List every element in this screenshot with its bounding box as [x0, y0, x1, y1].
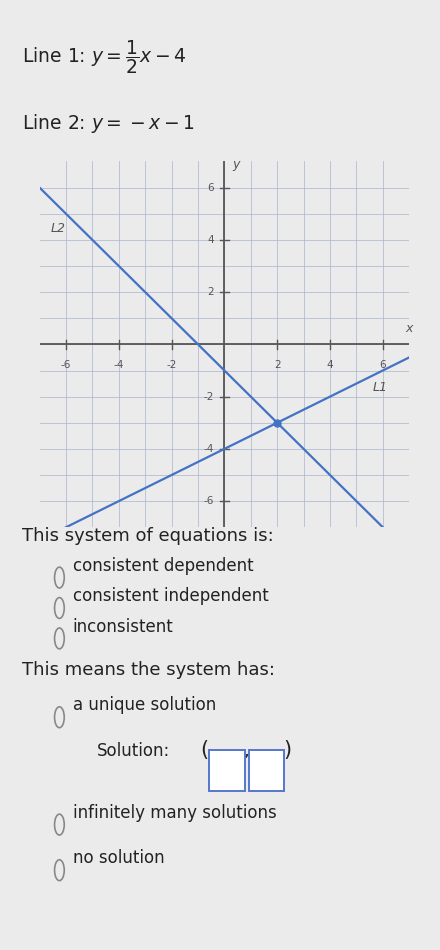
Text: -6: -6	[61, 360, 71, 370]
Text: 6: 6	[207, 182, 214, 193]
Text: L2: L2	[50, 222, 65, 235]
Text: consistent dependent: consistent dependent	[73, 557, 253, 575]
Text: 6: 6	[379, 360, 386, 370]
Text: y: y	[233, 158, 240, 171]
Text: no solution: no solution	[73, 849, 164, 867]
Text: 4: 4	[207, 235, 214, 245]
Text: infinitely many solutions: infinitely many solutions	[73, 804, 276, 822]
Text: Line 2: $y=-x-1$: Line 2: $y=-x-1$	[22, 112, 194, 135]
Text: 2: 2	[274, 360, 281, 370]
Text: 4: 4	[326, 360, 334, 370]
Text: This system of equations is:: This system of equations is:	[22, 527, 274, 545]
Text: consistent independent: consistent independent	[73, 587, 268, 605]
Text: -4: -4	[114, 360, 124, 370]
Text: x: x	[406, 322, 413, 335]
Text: 2: 2	[207, 287, 214, 297]
Text: ): )	[283, 740, 291, 760]
Text: ,: ,	[243, 742, 249, 760]
Text: a unique solution: a unique solution	[73, 696, 216, 714]
Text: This means the system has:: This means the system has:	[22, 661, 275, 679]
Text: Line 1: $y=\dfrac{1}{2}x-4$: Line 1: $y=\dfrac{1}{2}x-4$	[22, 38, 187, 76]
Text: (: (	[201, 740, 209, 760]
Text: inconsistent: inconsistent	[73, 618, 173, 636]
Text: L1: L1	[372, 381, 387, 394]
Text: Solution:: Solution:	[97, 742, 170, 760]
Text: -6: -6	[203, 496, 214, 506]
Text: -2: -2	[203, 391, 214, 402]
Text: -2: -2	[166, 360, 177, 370]
Text: -4: -4	[203, 444, 214, 454]
